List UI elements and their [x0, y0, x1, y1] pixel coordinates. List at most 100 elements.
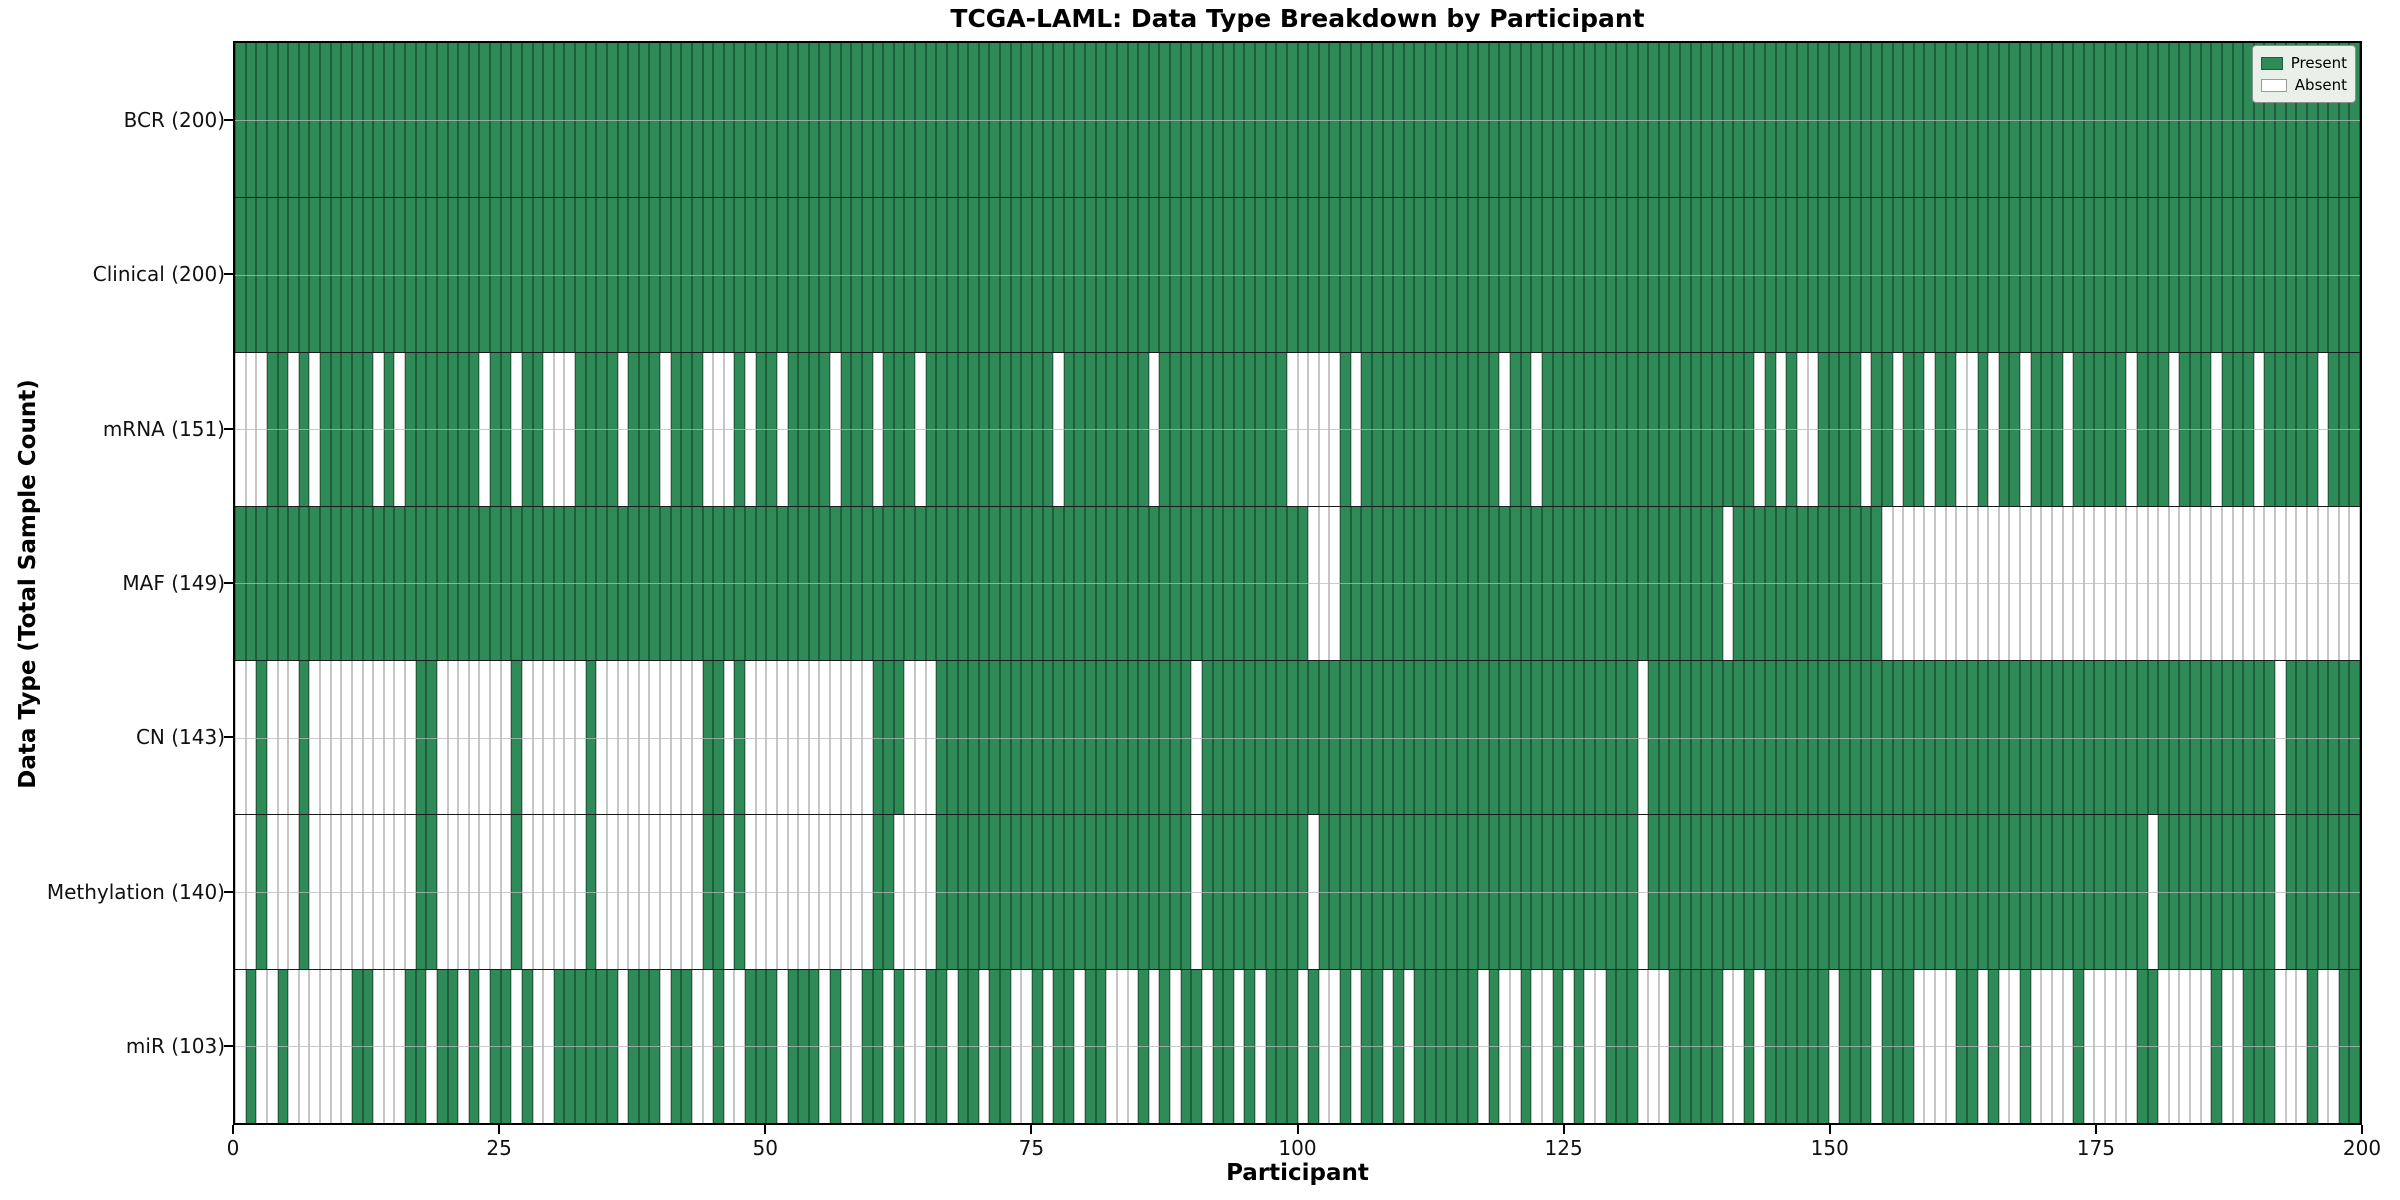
heatmap-cell [266, 352, 278, 506]
heatmap-cell [1658, 43, 1670, 198]
heatmap-cell [330, 661, 342, 815]
heatmap-cell [532, 969, 544, 1123]
heatmap-cell [1605, 506, 1617, 661]
heatmap-cell [309, 43, 320, 198]
heatmap-cell [1201, 506, 1213, 661]
heatmap-cell [2051, 198, 2063, 352]
heatmap-cell [1191, 43, 1202, 198]
heatmap-cell [1425, 661, 1436, 815]
heatmap-cell [394, 43, 405, 198]
heatmap-cell [1510, 43, 1521, 198]
heatmap-cell [713, 661, 724, 815]
heatmap-cell [1966, 661, 1978, 815]
heatmap-cell [1754, 352, 1765, 506]
heatmap-cell [1680, 969, 1691, 1123]
heatmap-cell [1148, 969, 1160, 1123]
heatmap-cell [1669, 198, 1680, 352]
heatmap-cell [787, 43, 799, 198]
heatmap-cell [670, 661, 682, 815]
heatmap-cell [723, 352, 735, 506]
heatmap-cell [1456, 506, 1468, 661]
heatmap-cell [1085, 661, 1096, 815]
heatmap-cell [1159, 43, 1170, 198]
heatmap-cell [288, 661, 299, 815]
heatmap-cell [1998, 506, 2010, 661]
heatmap-cell [1924, 661, 1935, 815]
heatmap-cell [1085, 43, 1096, 198]
heatmap-cell [1148, 815, 1160, 969]
heatmap-cell [1382, 506, 1394, 661]
heatmap-cell [2062, 198, 2074, 352]
heatmap-cell [1818, 506, 1829, 661]
heatmap-cell [468, 661, 480, 815]
heatmap-cell [1626, 506, 1638, 661]
heatmap-cell [681, 198, 692, 352]
heatmap-cell [479, 352, 490, 506]
heatmap-cell [872, 661, 884, 815]
heatmap-cell [479, 43, 490, 198]
heatmap-cell [532, 43, 544, 198]
heatmap-cell [1201, 969, 1213, 1123]
heatmap-cell [1276, 969, 1287, 1123]
heatmap-cell [490, 661, 501, 815]
heatmap-cell [309, 969, 320, 1123]
heatmap-cell [341, 969, 352, 1123]
heatmap-cell [532, 661, 544, 815]
heatmap-cell [330, 506, 342, 661]
heatmap-cell [1966, 815, 1978, 969]
heatmap-cell [1350, 43, 1362, 198]
heatmap-cell [320, 661, 331, 815]
heatmap-cell [1903, 43, 1914, 198]
heatmap-cell [2030, 969, 2042, 1123]
heatmap-cell [1244, 352, 1255, 506]
heatmap-cell [883, 661, 894, 815]
heatmap-cell [1988, 198, 1999, 352]
heatmap-cell [1329, 43, 1340, 198]
heatmap-cell [1850, 506, 1861, 661]
heatmap-cell [1499, 506, 1510, 661]
heatmap-cell [1021, 506, 1032, 661]
heatmap-cell [1148, 198, 1160, 352]
heatmap-cell [245, 815, 257, 969]
heatmap-cell [351, 198, 363, 352]
heatmap-cell [543, 352, 554, 506]
present-swatch-icon [2261, 56, 2283, 70]
heatmap-cell [596, 43, 607, 198]
heatmap-cell [1818, 969, 1829, 1123]
heatmap-cell [840, 506, 852, 661]
heatmap-cell [904, 43, 915, 198]
heatmap-cell [2126, 43, 2137, 198]
heatmap-cell [1106, 198, 1117, 352]
heatmap-cell [373, 506, 384, 661]
heatmap-cell [734, 198, 745, 352]
heatmap-cell [1648, 43, 1659, 198]
heatmap-cell [2264, 661, 2275, 815]
heatmap-cell [808, 969, 820, 1123]
heatmap-cell [691, 43, 703, 198]
heatmap-cell [1095, 815, 1107, 969]
heatmap-cell [2221, 969, 2233, 1123]
heatmap-cell [1977, 969, 1989, 1123]
heatmap-cell [883, 43, 894, 198]
heatmap-cell [235, 661, 246, 815]
heatmap-cell [1308, 352, 1319, 506]
heatmap-cell [1977, 198, 1989, 352]
heatmap-cell [256, 815, 267, 969]
heatmap-cell [521, 352, 533, 506]
heatmap-cell [1031, 661, 1043, 815]
heatmap-cell [532, 506, 544, 661]
heatmap-cell [1116, 198, 1128, 352]
heatmap-cell [606, 506, 618, 661]
heatmap-cell [1127, 506, 1139, 661]
heatmap-cell [713, 43, 724, 198]
heatmap-cell [606, 198, 618, 352]
heatmap-cell [1711, 506, 1723, 661]
heatmap-cell [1956, 506, 1967, 661]
heatmap-cell [1796, 352, 1808, 506]
heatmap-cell [872, 969, 884, 1123]
heatmap-cell [2062, 506, 2074, 661]
heatmap-cell [1850, 43, 1861, 198]
heatmap-cell [1903, 506, 1914, 661]
heatmap-cell [500, 969, 512, 1123]
heatmap-cell [2190, 198, 2201, 352]
